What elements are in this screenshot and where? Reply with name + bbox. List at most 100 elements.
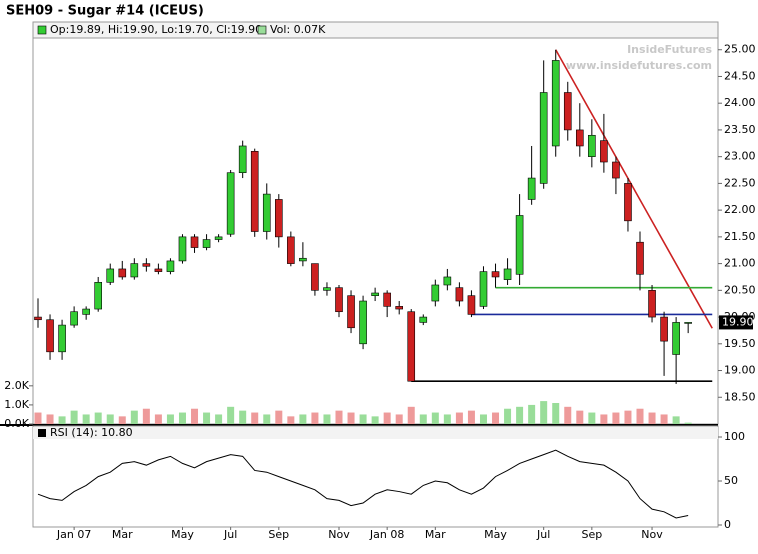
volume-bar: [504, 408, 512, 424]
candle-body: [142, 263, 151, 267]
candle-body: [299, 257, 307, 262]
candle-body: [419, 316, 428, 323]
candle-body: [491, 271, 500, 278]
trend-line: [555, 49, 713, 329]
candle-body: [250, 151, 259, 232]
candle-body: [443, 276, 452, 286]
volume-bar: [684, 422, 692, 424]
candle-body: [287, 236, 295, 264]
volume-bar: [492, 412, 500, 424]
volume-bar: [467, 410, 475, 424]
rsi-line: [37, 449, 689, 519]
candle-body: [178, 236, 187, 262]
rsi-legend: RSI (14): 10.80: [50, 426, 133, 439]
watermark: InsideFutures: [627, 43, 712, 56]
y-tick-label: 22.00: [724, 203, 756, 216]
candle-body: [70, 311, 78, 326]
volume-bar: [431, 412, 439, 424]
y-tick-label: 100: [724, 430, 745, 443]
y-tick-label: 23.50: [724, 123, 756, 136]
volume-bar: [407, 406, 415, 424]
volume-bar: [191, 408, 199, 424]
candle-body: [94, 282, 102, 310]
chart-title: SEH09 - Sugar #14 (ICEUS): [6, 4, 204, 19]
volume-bar: [58, 416, 66, 424]
x-tick-label: Sep: [268, 528, 289, 541]
candle-body: [648, 290, 656, 318]
candle-body: [166, 260, 175, 272]
volume-bar: [311, 412, 319, 424]
volume-bar: [154, 414, 162, 424]
volume-bar: [576, 410, 584, 424]
volume-bar: [118, 416, 126, 424]
volume-bar: [612, 412, 620, 424]
candle-body: [455, 287, 464, 302]
candle-body: [588, 134, 596, 157]
candle-body: [130, 263, 139, 278]
y-tick-label: 24.00: [724, 96, 756, 109]
volume-bar: [552, 403, 560, 424]
volume-bar: [359, 414, 367, 424]
volume-bar: [215, 414, 223, 424]
y-tick-label: 18.50: [724, 390, 756, 403]
legend-band: [32, 21, 719, 39]
y-tick-label: 20.50: [724, 283, 756, 296]
candle-body: [34, 316, 42, 321]
candle-body: [335, 287, 343, 313]
y-tick-label: 0: [724, 518, 731, 531]
candle-body: [311, 263, 319, 291]
last-price-box: [719, 315, 753, 330]
watermark-url: www.insidefutures.com: [566, 59, 712, 72]
volume-bar: [34, 412, 42, 424]
candle-body: [262, 193, 271, 232]
x-tick-label: Mar: [425, 528, 446, 541]
candle-body: [359, 300, 367, 345]
candle-body: [600, 140, 608, 163]
candle-body: [58, 324, 66, 353]
y-tick-label: 21.50: [724, 230, 756, 243]
volume-bar: [227, 406, 235, 424]
candle-body: [383, 292, 391, 307]
candle-body: [660, 316, 668, 342]
candle-body: [624, 183, 632, 222]
y-tick-label: 19.00: [724, 364, 756, 377]
x-tick-label: Sep: [581, 528, 602, 541]
x-tick-label: Nov: [328, 528, 350, 541]
volume-bar: [178, 412, 186, 424]
volume-bar: [94, 412, 102, 424]
volume-bar: [347, 412, 355, 424]
x-tick-label: Jul: [223, 528, 237, 541]
volume-bar: [335, 410, 343, 424]
candle-body: [479, 271, 488, 307]
volume-bar: [672, 416, 680, 424]
volume-bar: [263, 414, 271, 424]
candle-body: [551, 60, 560, 147]
volume-bar: [70, 410, 78, 424]
volume-bar: [239, 410, 247, 424]
candle-body: [106, 268, 115, 283]
volume-bar: [528, 404, 536, 424]
x-tick-label: Nov: [641, 528, 663, 541]
candle-body: [202, 239, 211, 248]
volume-bar: [130, 410, 138, 424]
volume-bar: [419, 414, 427, 424]
volume-bar: [106, 414, 114, 424]
volume-bar: [46, 414, 54, 424]
candle-body: [154, 268, 163, 272]
candle-body: [684, 322, 692, 324]
volume-bar: [624, 410, 632, 424]
y-tick-label: 1.0K: [4, 398, 29, 411]
candle-body: [467, 295, 476, 315]
candle-body: [407, 311, 416, 382]
volume-bar: [203, 412, 211, 424]
volume-bar: [648, 412, 656, 424]
rsi-panel: [32, 425, 719, 528]
y-tick-label: 50: [724, 474, 738, 487]
volume-bar: [636, 408, 644, 424]
volume-bar: [588, 412, 596, 424]
volume-bar: [516, 406, 524, 424]
volume-legend: Vol: 0.07K: [270, 23, 326, 36]
volume-bar: [82, 414, 90, 424]
volume-bar: [383, 412, 391, 424]
candle-body: [563, 92, 572, 131]
